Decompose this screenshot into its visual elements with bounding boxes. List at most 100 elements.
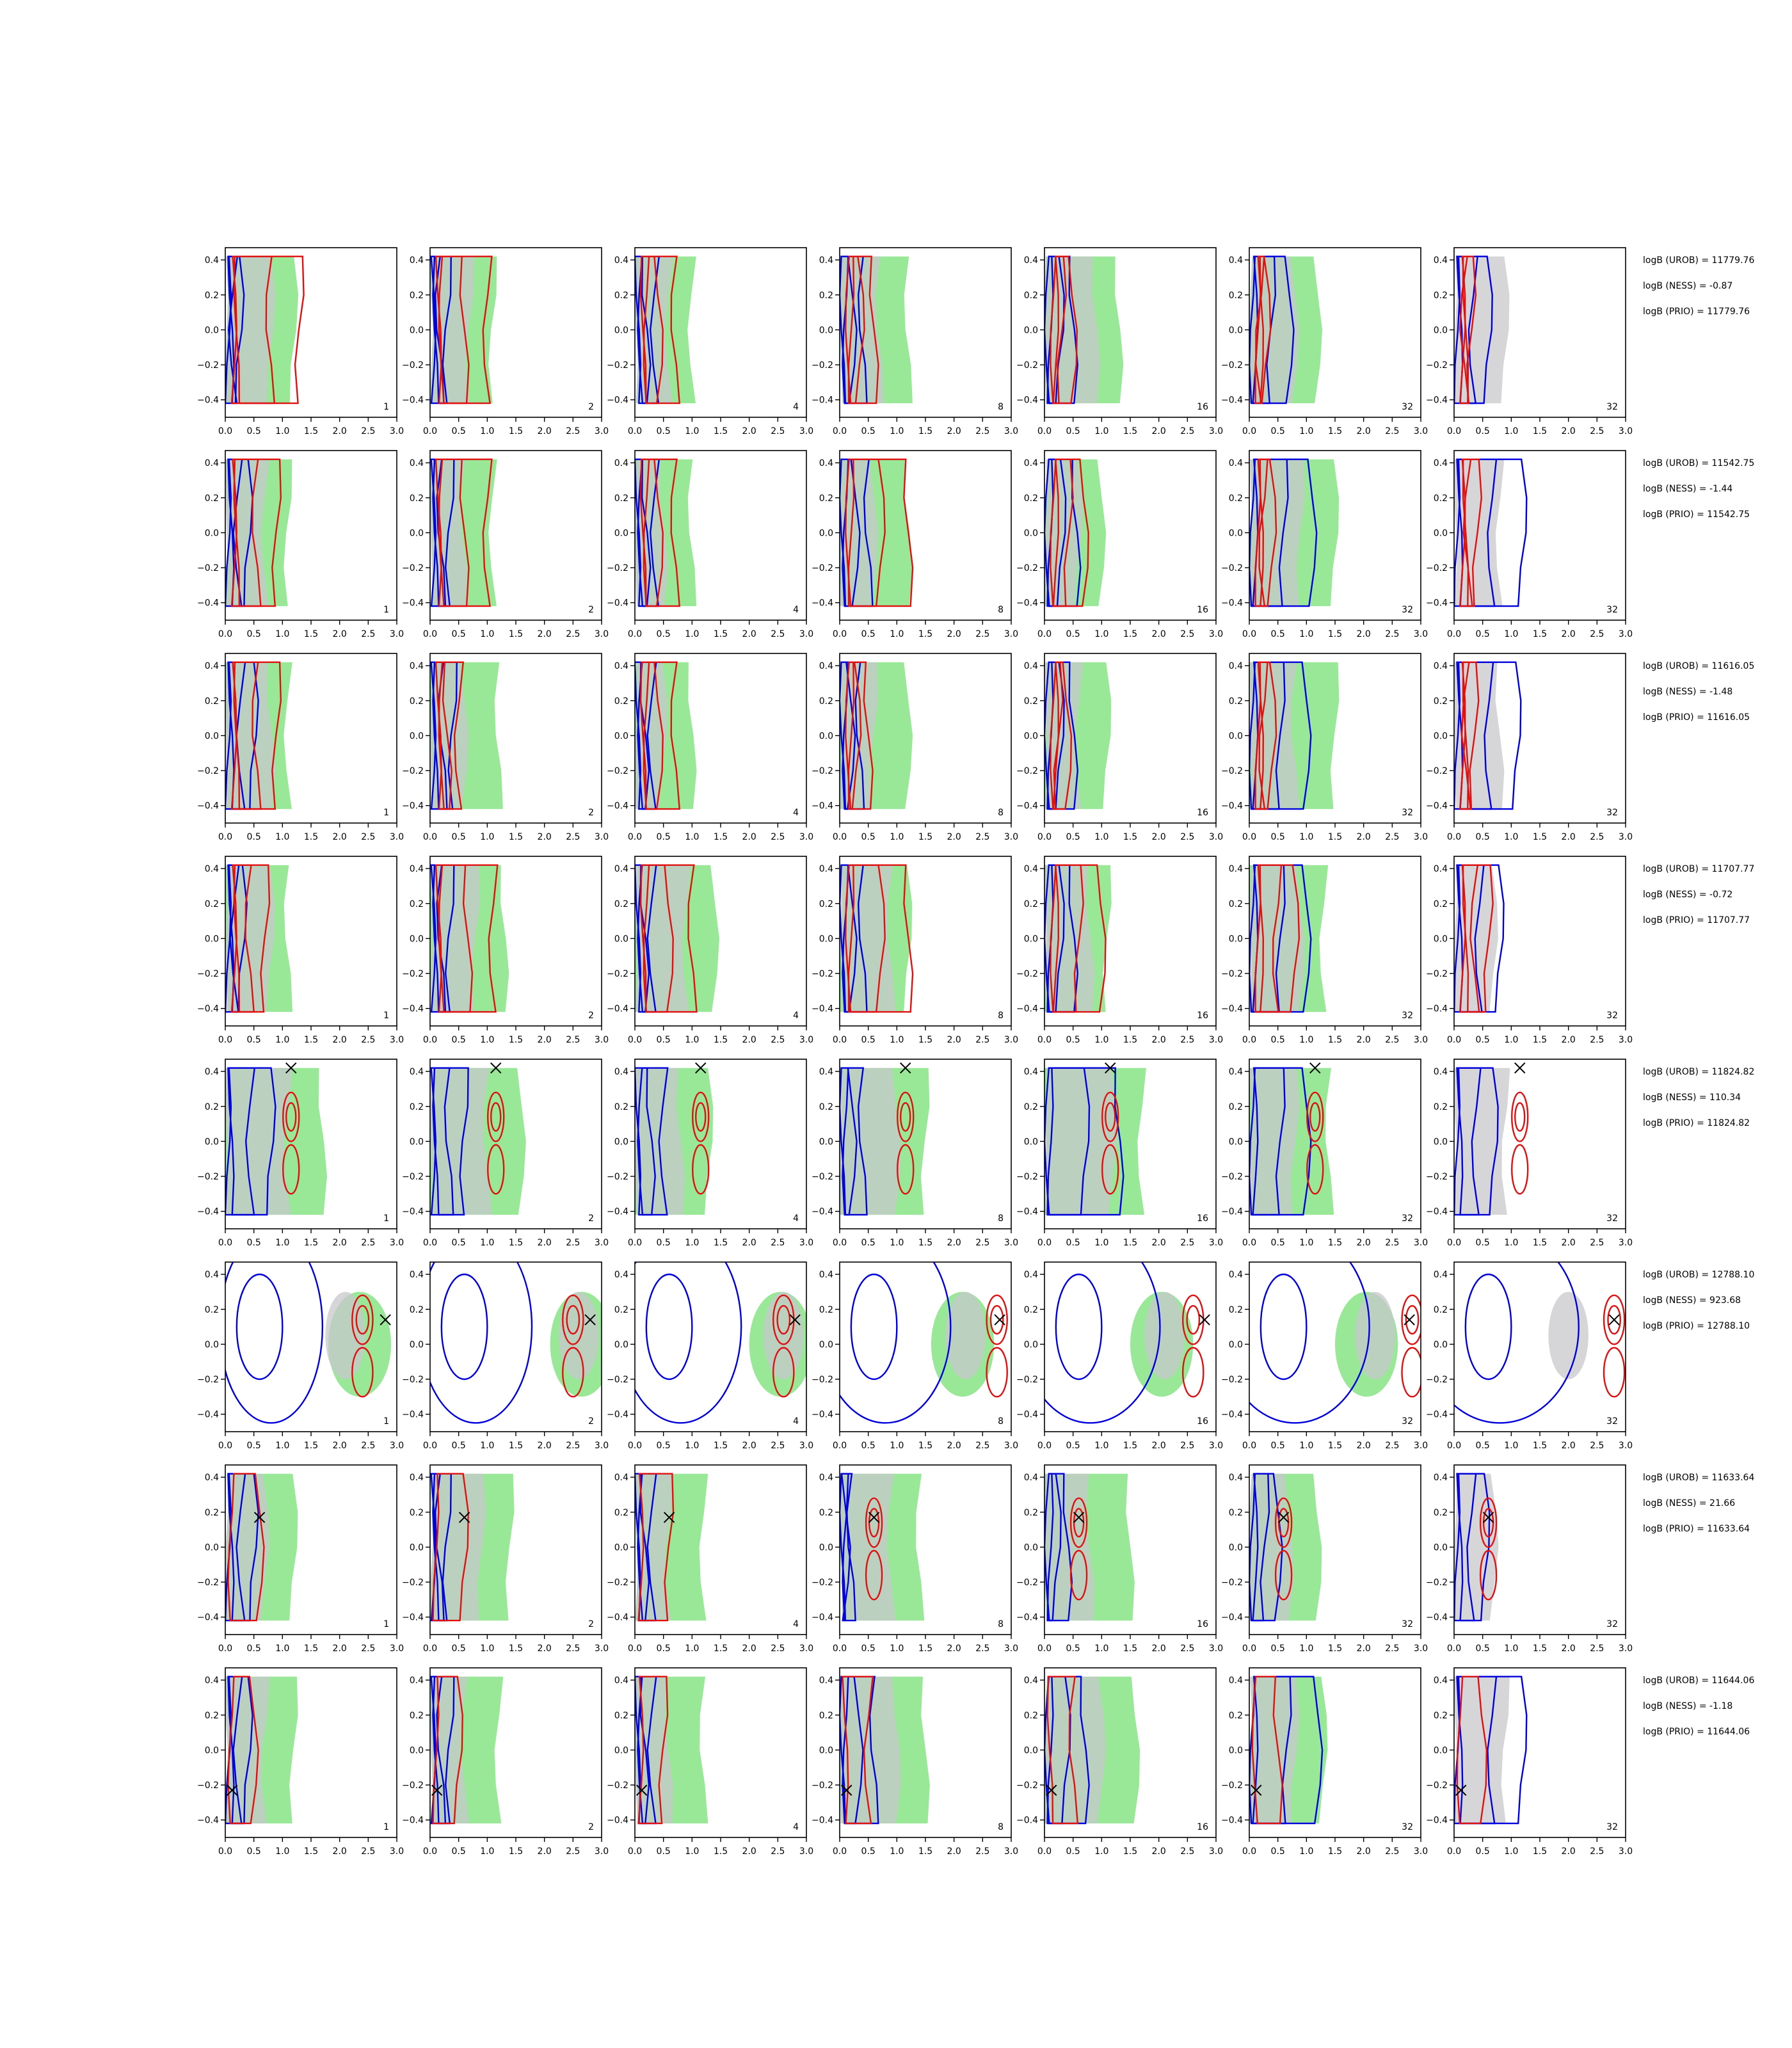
y-tick-label: 0.2 (1229, 696, 1243, 707)
x-tick-label: 0.5 (247, 629, 261, 639)
x-tick-label: 1.5 (918, 1846, 932, 1857)
row-stat-1: logB (UROB) = 11633.64 (1643, 1473, 1754, 1483)
x-tick-label: 1.0 (1299, 1441, 1313, 1451)
x-tick-label: 2.5 (1590, 1441, 1604, 1451)
x-tick-label: 0.0 (218, 1035, 232, 1045)
x-tick-label: 1.0 (480, 832, 494, 842)
x-tick-label: 1.5 (1328, 1441, 1342, 1451)
y-tick-label: 0.0 (1024, 1745, 1038, 1756)
gray-region (1249, 662, 1300, 810)
blue-contour-outer (635, 1262, 742, 1424)
x-tick-label: 0.5 (1271, 1846, 1285, 1857)
x-tick-label: 1.5 (1328, 1035, 1342, 1045)
x-tick-label: 1.0 (1094, 1035, 1108, 1045)
x-tick-label: 1.5 (509, 832, 523, 842)
x-tick-label: 1.0 (480, 426, 494, 436)
red-contour-inner (1052, 661, 1064, 810)
gray-region (635, 662, 668, 810)
panel-r6-c7: 0.0 0.5 1.0 1.5 2.0 2.5 3.0 0.4 0.2 0.0 −0.2 −0.4 32 (1426, 1261, 1633, 1451)
red-contour-upper (1101, 1091, 1119, 1142)
red-contour-lower (897, 1144, 915, 1195)
panel-label: 8 (998, 402, 1004, 412)
panel-label: 4 (793, 1011, 799, 1021)
gray-region (945, 1292, 986, 1380)
y-tick-label: −0.4 (607, 396, 628, 406)
y-tick-label: 0.4 (1229, 458, 1243, 468)
x-tick-label: 2.0 (333, 629, 347, 639)
x-tick-label: 0.0 (423, 426, 437, 436)
red-contour-outer (432, 1676, 463, 1825)
y-tick-label: 0.4 (614, 255, 628, 266)
x-tick-label: 3.0 (1004, 629, 1018, 639)
panel-label: 16 (1197, 402, 1208, 412)
x-tick-label: 0.5 (657, 629, 671, 639)
y-tick-label: 0.4 (819, 458, 833, 468)
y-tick-label: −0.4 (1221, 1004, 1243, 1014)
panel-r3-c5: 0.0 0.5 1.0 1.5 2.0 2.5 3.0 0.4 0.2 0.0 −0.2 −0.4 16 (1016, 653, 1223, 842)
x-tick-label: 2.5 (1385, 1441, 1399, 1451)
y-tick-label: −0.2 (1016, 969, 1038, 979)
row-stat-3: logB (PRIO) = 11633.64 (1643, 1524, 1750, 1534)
row-stat-1: logB (UROB) = 12788.10 (1643, 1270, 1754, 1280)
blue-contour-outer (225, 1067, 276, 1216)
y-tick-label: 0.2 (819, 1102, 833, 1112)
y-tick-label: 0.4 (1434, 458, 1448, 468)
red-contour-lower (1069, 1549, 1088, 1601)
y-tick-label: −0.2 (1221, 1578, 1243, 1588)
true-value-marker (636, 1784, 648, 1796)
panel-r8-c1: 0.0 0.5 1.0 1.5 2.0 2.5 3.0 0.4 0.2 0.0 −0.2 −0.4 1 (197, 1667, 404, 1857)
red-contour-lower (772, 1347, 795, 1398)
y-tick-label: −0.2 (402, 563, 424, 573)
blue-contour-outer (1249, 1262, 1370, 1424)
x-tick-label: 2.0 (1152, 1644, 1166, 1654)
x-tick-label: 0.0 (833, 1846, 847, 1857)
y-tick-label: 0.4 (205, 1270, 219, 1280)
panel-label: 32 (1606, 1619, 1618, 1629)
y-tick-label: −0.2 (1016, 1780, 1038, 1791)
y-tick-label: 0.2 (819, 493, 833, 504)
panel-r4-c3: 0.0 0.5 1.0 1.5 2.0 2.5 3.0 0.4 0.2 0.0 −0.2 −0.4 4 (607, 856, 813, 1045)
x-tick-label: 2.0 (947, 1441, 961, 1451)
gray-region (225, 256, 276, 404)
x-tick-label: 2.0 (333, 1238, 347, 1248)
blue-contour-inner (842, 1067, 858, 1216)
x-tick-label: 0.0 (1242, 1846, 1256, 1857)
x-tick-label: 2.0 (538, 1846, 552, 1857)
red-contour-inner (847, 255, 865, 404)
y-tick-label: 0.0 (1024, 528, 1038, 538)
red-contour-upper (1511, 1091, 1529, 1142)
x-tick-label: 2.0 (947, 426, 961, 436)
x-tick-label: 1.0 (1094, 832, 1108, 842)
x-tick-label: 1.0 (890, 1035, 904, 1045)
x-tick-label: 0.5 (1271, 1644, 1285, 1654)
x-tick-label: 2.5 (975, 1846, 989, 1857)
red-contour-lower (351, 1347, 374, 1398)
x-tick-label: 0.0 (218, 1644, 232, 1654)
y-tick-label: 0.0 (410, 325, 424, 335)
y-tick-label: 0.4 (819, 1270, 833, 1280)
x-tick-label: 3.0 (799, 1035, 813, 1045)
red-contour-upper-inner (566, 1305, 580, 1335)
red-contour-lower (986, 1347, 1008, 1398)
row-stat-2: logB (NESS) = -1.18 (1643, 1701, 1732, 1711)
panel-label: 8 (998, 1213, 1004, 1224)
x-tick-label: 3.0 (390, 832, 404, 842)
y-tick-label: −0.2 (812, 766, 833, 776)
panel-label: 8 (998, 1011, 1004, 1021)
blue-contour-inner (1456, 1067, 1482, 1216)
panel-label: 1 (383, 605, 389, 615)
y-tick-label: 0.0 (819, 731, 833, 741)
red-contour-outer (435, 864, 499, 1013)
y-tick-label: −0.4 (1221, 598, 1243, 609)
x-tick-label: 0.0 (1447, 1035, 1461, 1045)
x-tick-label: 3.0 (1619, 1644, 1633, 1654)
true-value-marker (900, 1062, 911, 1074)
y-tick-label: −0.2 (1221, 969, 1243, 979)
x-tick-label: 2.5 (771, 1846, 785, 1857)
y-tick-label: 0.4 (410, 864, 424, 874)
y-tick-label: −0.2 (1221, 1375, 1243, 1385)
red-contour-outer (1459, 864, 1494, 1013)
panel-label: 4 (793, 1416, 799, 1427)
y-tick-label: 0.0 (410, 1542, 424, 1553)
x-tick-label: 0.5 (1476, 629, 1490, 639)
